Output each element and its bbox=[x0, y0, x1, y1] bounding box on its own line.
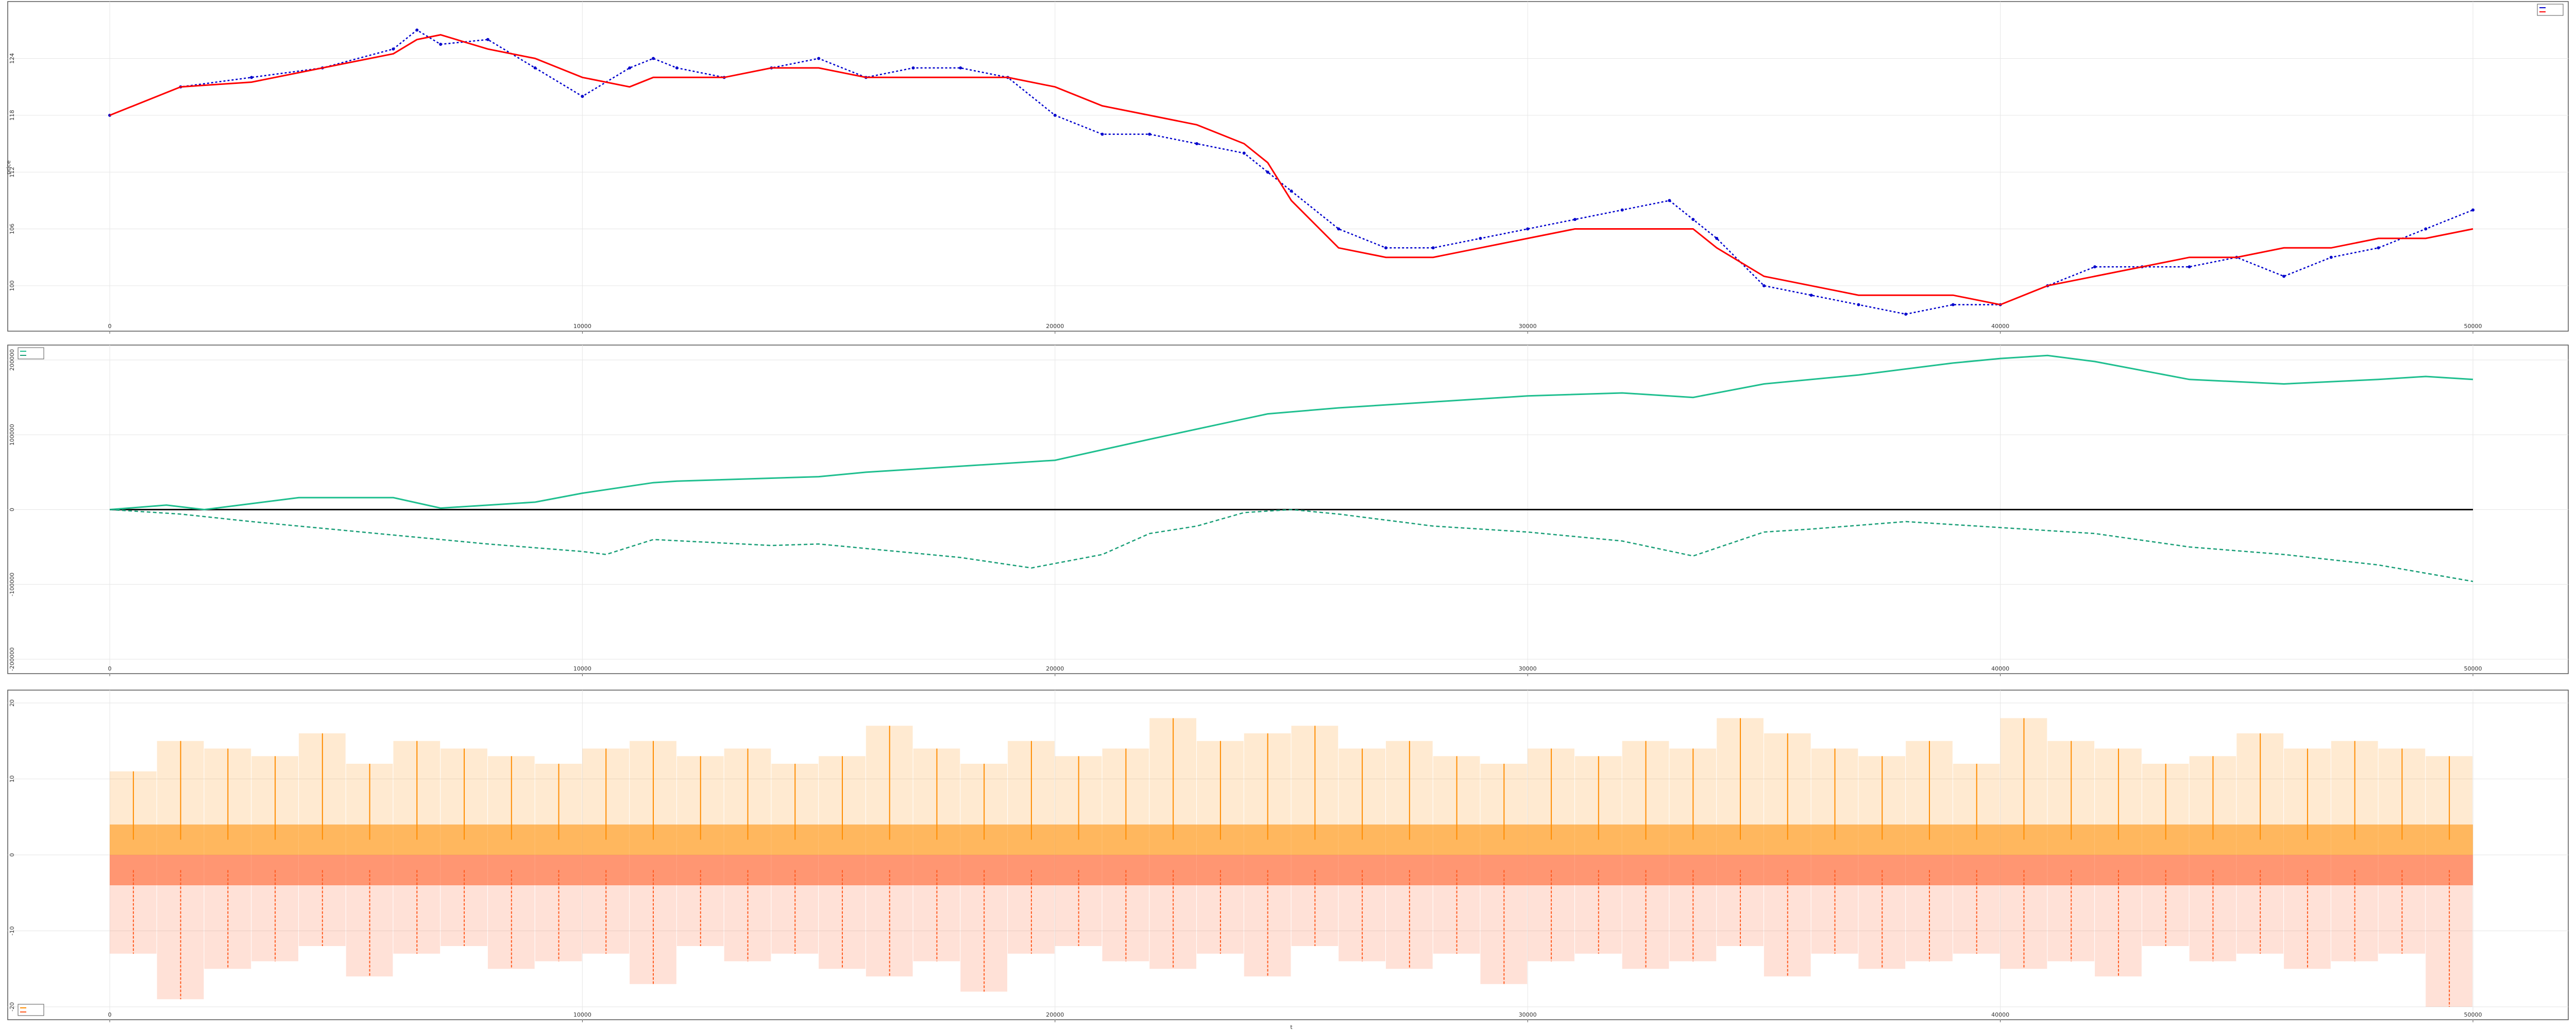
series-0 bbox=[110, 718, 2473, 855]
plot-frame bbox=[7, 1, 2569, 332]
x-tick-label: 40000 bbox=[1991, 1011, 2009, 1018]
series-line-1 bbox=[109, 509, 2473, 582]
y-tick-label: 106 bbox=[9, 224, 15, 234]
series-point bbox=[1053, 113, 1057, 117]
y-tick-label: -200000 bbox=[9, 647, 15, 671]
x-tick-label: 50000 bbox=[2464, 1011, 2482, 1018]
series-point bbox=[1691, 218, 1695, 221]
x-tick-label: 30000 bbox=[1519, 1011, 1537, 1018]
series-point bbox=[1668, 199, 1671, 202]
y-tick-label: 100000 bbox=[9, 424, 15, 445]
series-point bbox=[1148, 132, 1151, 136]
series-point bbox=[1195, 142, 1199, 146]
y-axis-label: price bbox=[5, 160, 12, 175]
series-point bbox=[911, 66, 915, 70]
series-point bbox=[439, 42, 443, 46]
series-point bbox=[1904, 313, 1908, 316]
series-point bbox=[1809, 294, 1813, 297]
series-point bbox=[675, 66, 679, 70]
step-band bbox=[110, 855, 2473, 885]
series-point bbox=[2329, 255, 2333, 259]
y-tick-label: -20 bbox=[9, 1002, 15, 1011]
y-tick-label: 118 bbox=[9, 110, 15, 121]
series-line-0 bbox=[109, 354, 2473, 511]
series-point bbox=[1100, 132, 1104, 136]
series-1 bbox=[110, 855, 2473, 1007]
series-point bbox=[2471, 208, 2475, 212]
series-point bbox=[533, 66, 537, 70]
series-point bbox=[581, 95, 584, 98]
y-tick-label: 200000 bbox=[9, 349, 15, 371]
series-point bbox=[250, 76, 253, 79]
legend-box bbox=[2537, 4, 2564, 16]
y-tick-label: 10 bbox=[9, 776, 15, 783]
series-point bbox=[1951, 303, 1955, 306]
y-tick-label: -10 bbox=[9, 926, 15, 936]
x-tick-label: 0 bbox=[108, 665, 112, 672]
x-tick-label: 20000 bbox=[1046, 665, 1064, 672]
series-point bbox=[1762, 284, 1766, 287]
series-point bbox=[415, 28, 419, 32]
series-point bbox=[652, 57, 655, 60]
x-tick-label: 50000 bbox=[2464, 665, 2482, 672]
x-tick-label: 10000 bbox=[573, 1011, 591, 1018]
x-axis-label: t bbox=[1290, 1024, 1293, 1030]
legend bbox=[18, 347, 44, 359]
legend bbox=[2537, 4, 2564, 16]
series-point bbox=[2424, 227, 2428, 231]
series-point bbox=[1266, 170, 1269, 174]
series-point bbox=[1573, 218, 1577, 221]
panel-price: 0 10000 20000 30000 40000 50000 100 106 112 118 12… bbox=[5, 1, 2569, 334]
series-point bbox=[2282, 274, 2286, 278]
y-tick-label: 0 bbox=[9, 508, 15, 511]
series-point bbox=[628, 66, 632, 70]
series-point bbox=[2188, 265, 2191, 269]
x-tick-label: 20000 bbox=[1046, 1011, 1064, 1018]
series-point bbox=[392, 47, 395, 51]
x-tick-label: 10000 bbox=[573, 665, 591, 672]
series-point bbox=[2377, 246, 2380, 250]
series-point bbox=[1384, 246, 1387, 250]
x-tick-label: 30000 bbox=[1519, 665, 1537, 672]
x-tick-label: 50000 bbox=[2464, 323, 2482, 330]
series-point bbox=[1337, 227, 1341, 231]
series-point bbox=[1857, 303, 1860, 306]
step-band bbox=[110, 825, 2473, 855]
x-tick-label: 30000 bbox=[1519, 323, 1537, 330]
series-point bbox=[1479, 236, 1482, 240]
series-point bbox=[2093, 265, 2097, 269]
legend bbox=[18, 1004, 44, 1016]
x-tick-label: 0 bbox=[108, 1011, 112, 1018]
x-tick-label: 40000 bbox=[1991, 665, 2009, 672]
y-tick-label: 100 bbox=[9, 280, 15, 291]
series-point bbox=[959, 66, 962, 70]
y-tick-label: 124 bbox=[9, 53, 15, 64]
series-point bbox=[1431, 246, 1435, 250]
series-point bbox=[1715, 236, 1719, 240]
x-tick-label: 0 bbox=[108, 323, 112, 330]
panel-steps: 0 10000 20000 30000 40000 50000 -20 -10 0 10 20 t bbox=[7, 690, 2569, 1030]
x-tick-label: 40000 bbox=[1991, 323, 2009, 330]
x-tick-label: 20000 bbox=[1046, 323, 1064, 330]
series-point bbox=[1242, 151, 1246, 155]
series-line-1 bbox=[109, 34, 2473, 306]
series-point bbox=[1290, 189, 1293, 193]
x-tick-label: 10000 bbox=[573, 323, 591, 330]
y-tick-label: 20 bbox=[9, 699, 15, 707]
y-tick-label: -100000 bbox=[9, 573, 15, 596]
series-point bbox=[486, 38, 489, 41]
y-tick-label: 0 bbox=[9, 853, 15, 857]
series-point bbox=[817, 57, 821, 60]
y-tick-label: 112 bbox=[9, 167, 15, 178]
panel-cumulative: 0 10000 20000 30000 40000 50000 -200000 -100000… bbox=[7, 345, 2569, 676]
series-point bbox=[1620, 208, 1624, 212]
series-point bbox=[1526, 227, 1530, 231]
legend-box bbox=[18, 347, 44, 359]
legend-box bbox=[18, 1004, 44, 1016]
